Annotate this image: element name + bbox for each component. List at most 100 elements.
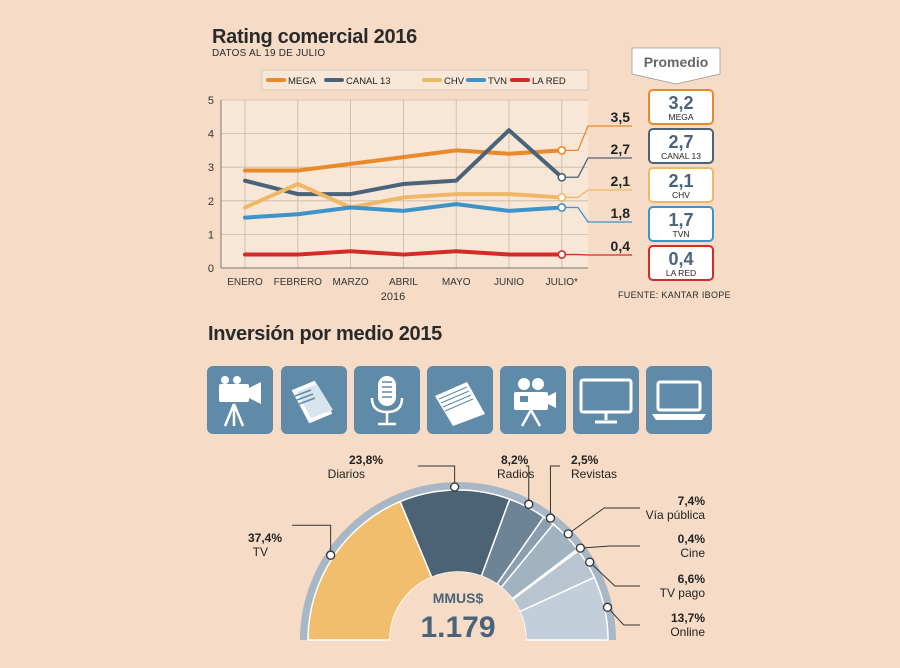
legend-label: LA RED (532, 76, 566, 87)
end-point-marker (557, 193, 567, 202)
media-icon-tile (207, 366, 273, 434)
investment-half-donut-chart: MMUS$ 1.179 37,4%TV 23,8%Diarios 8,2%Radios 2… (248, 453, 706, 644)
x-tick-label: JULIO* (546, 277, 578, 288)
promedio-title: Promedio (644, 54, 709, 70)
video-camera-icon (219, 376, 261, 427)
slice-name-label: Vía pública (646, 508, 706, 522)
media-icon-tile (500, 366, 566, 434)
callout-leader (549, 465, 560, 519)
y-tick-label: 5 (208, 95, 214, 107)
y-tick-label: 4 (208, 129, 214, 141)
end-value-label: 3,5 (611, 109, 631, 125)
media-icon-tile (427, 366, 493, 434)
end-point-marker (557, 203, 567, 212)
legend-label: CANAL 13 (346, 76, 391, 87)
callout-marker (326, 550, 336, 560)
series-line (243, 202, 564, 220)
slice-value-label: 7,4% (678, 494, 706, 508)
average-box (648, 206, 714, 242)
callout-leader (589, 561, 640, 587)
callout-marker (449, 482, 460, 492)
x-axis-label: 2016 (381, 291, 405, 303)
end-leader-line (565, 125, 632, 152)
slice-value-label: 2,5% (571, 453, 599, 467)
callout-leader (292, 524, 332, 556)
series-line (243, 128, 564, 197)
monitor-icon (579, 378, 633, 424)
average-box (648, 128, 714, 164)
slice-value-label: 0,4% (678, 532, 706, 546)
average-value: 1,7 (668, 210, 693, 230)
media-icon-tile (354, 366, 420, 434)
callout-leader (526, 465, 530, 505)
average-value: 3,2 (668, 93, 693, 113)
media-icon-tile (573, 366, 639, 434)
average-box (648, 89, 714, 125)
microphone-icon (370, 376, 404, 426)
average-value: 2,7 (668, 132, 693, 152)
series-line (243, 249, 564, 257)
average-box (648, 167, 714, 203)
callout-marker (575, 543, 586, 553)
slice-name-label: TV pago (660, 586, 706, 600)
series-line (243, 182, 564, 210)
end-point-marker (557, 145, 567, 155)
slice-name-label: Revistas (571, 467, 617, 481)
callout-marker (563, 529, 573, 539)
end-leader-line (565, 189, 632, 199)
callout-leader (567, 507, 640, 535)
slice-value-label: 13,7% (671, 611, 705, 625)
slice-value-label: 6,6% (678, 572, 706, 586)
y-tick-label: 3 (208, 162, 214, 174)
callout-marker (524, 499, 534, 509)
average-value: 0,4 (668, 249, 693, 269)
x-tick-label: FEBRERO (274, 277, 323, 288)
promedio-banner (631, 47, 721, 85)
rating-line-chart: 0 1 2 3 4 5 ENERO FEBRERO MARZO ABRIL MAYO JUNIO JUL… (208, 47, 721, 303)
end-value-label: 2,7 (611, 141, 631, 157)
callout-leader (418, 465, 456, 488)
end-point-marker (557, 172, 567, 182)
average-name: MEGA (668, 112, 693, 122)
rating-chart-title: Rating comercial 2016 (212, 26, 417, 48)
average-box (648, 245, 714, 281)
media-icon-tile (646, 366, 712, 434)
slice-value-label: 37,4% (248, 531, 282, 545)
callout-marker (602, 602, 613, 612)
callout-marker (585, 557, 595, 567)
x-tick-label: MARZO (333, 277, 369, 288)
rating-chart-source: FUENTE: KANTAR IBOPE (618, 290, 731, 300)
callout-leader (580, 545, 640, 549)
slice-name-label: TV (253, 545, 268, 559)
laptop-icon (652, 380, 706, 420)
y-tick-label: 0 (208, 263, 214, 275)
average-value: 2,1 (668, 171, 693, 191)
magazine-icon (435, 382, 485, 426)
y-tick-label: 2 (208, 196, 214, 208)
y-tick-label: 1 (208, 229, 214, 241)
average-name: CHV (672, 190, 690, 200)
film-projector-icon (514, 378, 556, 427)
slice-name-label: Diarios (328, 467, 365, 481)
media-icon-tile (281, 366, 347, 434)
end-point-marker (557, 250, 567, 259)
legend-label: CHV (444, 76, 465, 87)
x-tick-label: MAYO (442, 277, 471, 288)
average-name: LA RED (666, 268, 696, 278)
x-tick-label: ABRIL (389, 277, 418, 288)
legend-label: TVN (488, 76, 507, 87)
end-leader-line (565, 157, 632, 178)
end-value-label: 2,1 (611, 173, 631, 189)
average-name: TVN (673, 229, 690, 239)
slice-value-label: 8,2% (501, 453, 529, 467)
callout-marker (545, 513, 556, 523)
rating-chart-subtitle: DATOS AL 19 DE JULIO (212, 48, 326, 59)
end-leader-line (565, 206, 632, 223)
total-value: 1.179 (420, 611, 495, 644)
slice-name-label: Cine (680, 546, 705, 560)
callout-leader (607, 606, 640, 626)
investment-chart-title: Inversión por medio 2015 (208, 323, 442, 345)
series-line (243, 148, 564, 173)
slice-value-label: 23,8% (349, 453, 383, 467)
legend-label: MEGA (288, 76, 317, 87)
